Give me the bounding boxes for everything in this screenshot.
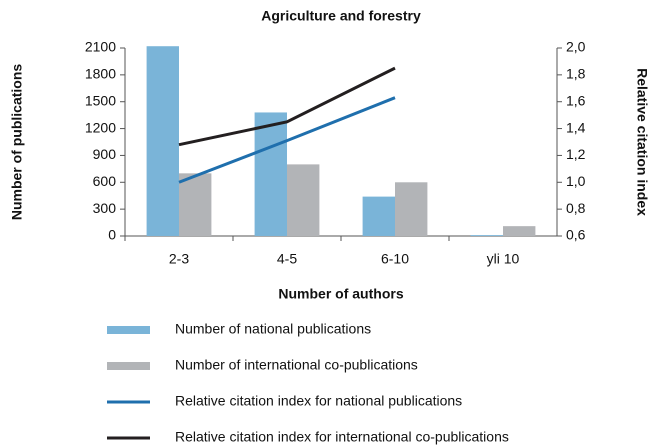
chart-title: Agriculture and forestry: [261, 8, 421, 24]
legend-label: Number of national publications: [175, 321, 371, 337]
y-tick-label: 2100: [85, 39, 116, 55]
legend-label: Relative citation index for internationa…: [175, 429, 509, 445]
bar: [470, 235, 503, 236]
bar: [146, 46, 179, 237]
bar: [503, 226, 536, 236]
legend-swatch: [107, 326, 150, 334]
y2-tick-label: 1,2: [566, 146, 586, 162]
line: [178, 96, 396, 184]
x-axis-title: Number of authors: [278, 286, 403, 302]
y2-tick-label: 1,8: [566, 66, 586, 82]
x-tick-label: 2-3: [169, 251, 189, 267]
y-tick-label: 300: [93, 200, 117, 216]
y-tick-label: 1200: [85, 119, 116, 135]
bar: [179, 173, 212, 236]
y2-tick-label: 1,0: [566, 173, 586, 189]
bar: [254, 112, 287, 236]
y-tick-label: 1800: [85, 66, 116, 82]
y2-tick-label: 1,4: [566, 119, 586, 135]
legend-swatch: [107, 362, 150, 370]
line: [178, 66, 396, 147]
bar: [287, 164, 320, 236]
y-tick-label: 900: [93, 146, 117, 162]
x-tick-label: 4-5: [277, 251, 297, 267]
y-tick-label: 0: [108, 227, 116, 243]
y2-axis-title: Relative citation index: [634, 68, 650, 216]
y-axis-title: Number of publications: [9, 64, 25, 221]
legend-label: Relative citation index for national pub…: [175, 393, 462, 409]
y2-tick-label: 0,8: [566, 200, 586, 216]
y-tick-label: 1500: [85, 92, 116, 108]
y2-tick-label: 0,6: [566, 227, 586, 243]
bar: [362, 196, 395, 236]
bar: [395, 182, 428, 236]
y2-tick-label: 1,6: [566, 92, 586, 108]
y2-tick-label: 2,0: [566, 39, 586, 55]
y-tick-label: 600: [93, 173, 117, 189]
x-tick-label: yli 10: [487, 251, 520, 267]
x-tick-label: 6-10: [381, 251, 409, 267]
legend-label: Number of international co-publications: [175, 357, 418, 373]
